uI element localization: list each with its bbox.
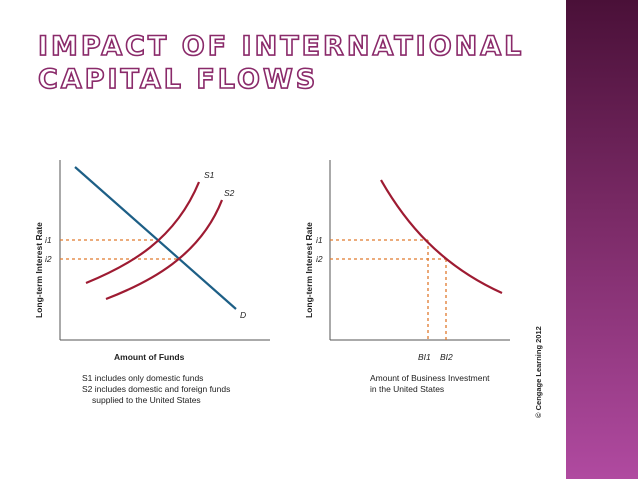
left-chart: Long-term Interest Rate i1 i2 S1 S2 D Am… [34,160,270,405]
investment-demand-curve [380,179,503,295]
left-note-line-2: S2 includes domestic and foreign funds [82,384,230,394]
right-tick-i1: i1 [316,235,323,245]
label-s1: S1 [204,170,215,180]
right-x-axis-label-line-2: in the United States [370,384,444,394]
tick-bi1: BI1 [418,352,431,362]
copyright-notice: © Cengage Learning 2012 [534,326,543,418]
left-note-line-1: S1 includes only domestic funds [82,373,203,383]
left-tick-i1: i1 [45,235,52,245]
left-y-axis-label: Long-term Interest Rate [34,222,44,318]
title-line-1: IMPACT OF INTERNATIONAL [37,30,525,63]
right-y-axis-label: Long-term Interest Rate [304,222,314,318]
left-tick-i2: i2 [45,254,52,264]
label-s2: S2 [224,188,235,198]
supply-curve-s2 [105,199,224,301]
supply-curve-s1 [85,181,201,285]
right-x-axis-label-line-1: Amount of Business Investment [370,373,490,383]
label-d: D [240,310,246,320]
side-accent-stripe [566,0,638,479]
left-note-line-3: supplied to the United States [92,395,201,405]
tick-bi2: BI2 [440,352,453,362]
demand-curve [74,166,237,310]
title-line-2: CAPITAL FLOWS [37,63,319,96]
left-x-axis-label: Amount of Funds [114,352,185,362]
right-chart: Long-term Interest Rate i1 i2 BI1 BI2 Am… [304,160,510,394]
right-tick-i2: i2 [316,254,323,264]
slide-title: IMPACT OF INTERNATIONAL CAPITAL FLOWS [37,30,558,96]
